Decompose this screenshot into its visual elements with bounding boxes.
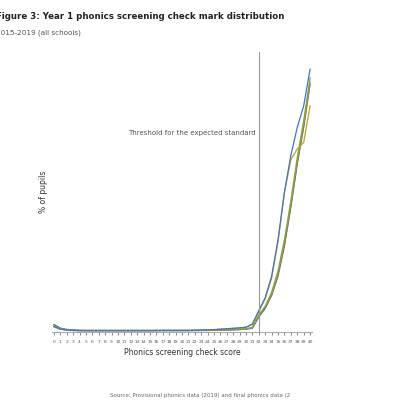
X-axis label: Phonics screening check score: Phonics screening check score xyxy=(124,348,240,357)
Y-axis label: % of pupils: % of pupils xyxy=(39,171,48,213)
Text: Figure 3: Year 1 phonics screening check mark distribution: Figure 3: Year 1 phonics screening check… xyxy=(0,12,284,21)
Text: Source: Provisional phonics data (2019) and final phonics data (2: Source: Provisional phonics data (2019) … xyxy=(110,393,290,398)
Text: 2015-2019 (all schools): 2015-2019 (all schools) xyxy=(0,30,81,36)
Text: Threshold for the expected standard: Threshold for the expected standard xyxy=(128,130,256,136)
